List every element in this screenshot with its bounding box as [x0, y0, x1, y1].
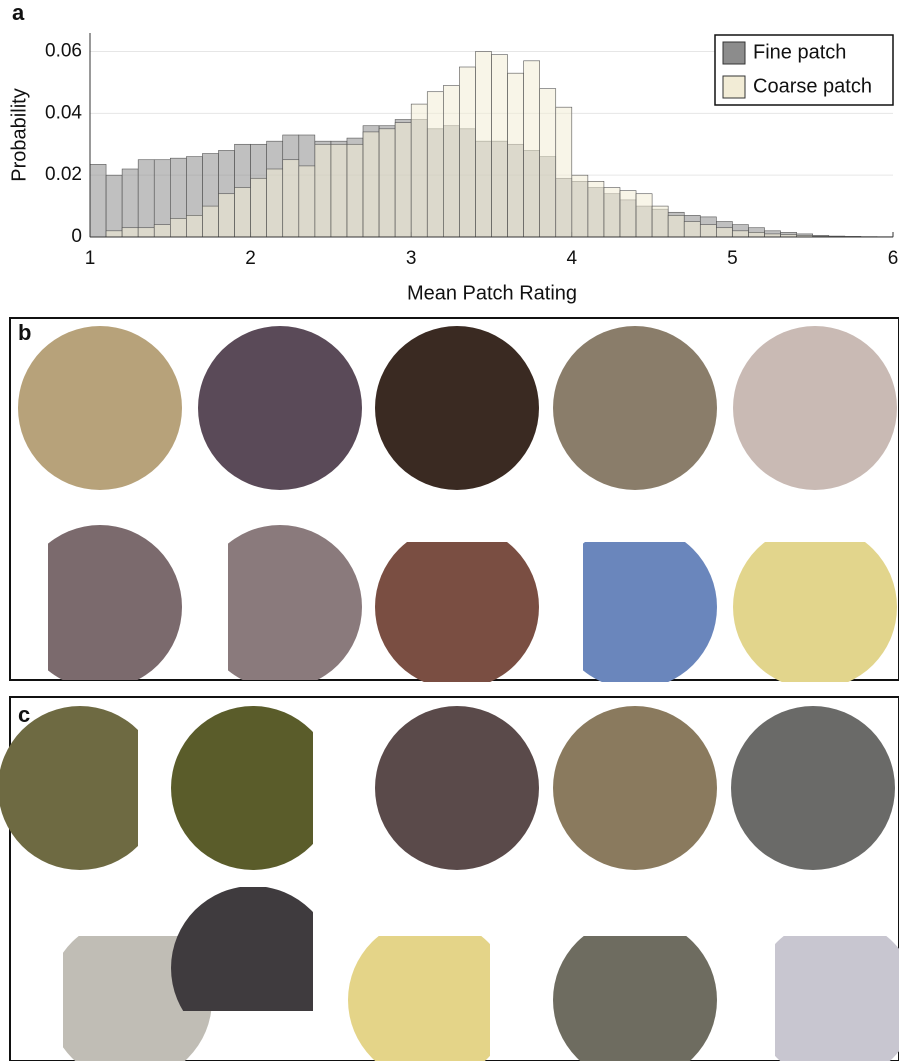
image-patch [198, 326, 362, 490]
image-patch [18, 326, 182, 490]
legend-label: Coarse patch [753, 75, 872, 97]
bar [153, 224, 171, 238]
image-patch [775, 936, 899, 1061]
image-patch [731, 706, 895, 870]
bar [619, 190, 637, 238]
bar [667, 215, 685, 238]
bar [732, 230, 749, 238]
bar [137, 159, 155, 238]
bar [716, 227, 733, 238]
bar [539, 88, 557, 238]
x-tick-label: 1 [85, 248, 96, 269]
image-patch [553, 936, 717, 1061]
bar [571, 174, 589, 238]
bar [105, 230, 123, 238]
bar [683, 221, 701, 238]
bar [635, 193, 653, 238]
panel-c-frame [9, 696, 899, 1061]
x-tick-label: 6 [888, 248, 899, 269]
image-patch [228, 525, 362, 680]
bar [699, 224, 717, 238]
bar [523, 60, 540, 238]
bar [346, 143, 364, 238]
bar [105, 174, 123, 238]
image-patch [553, 326, 717, 490]
bar [266, 168, 284, 238]
image-patch [375, 706, 539, 870]
bar [491, 54, 508, 238]
bar [250, 177, 267, 238]
image-patch [171, 706, 313, 870]
bar [426, 91, 444, 238]
bar [330, 143, 348, 238]
image-patch [733, 542, 897, 682]
panel-label: c [18, 702, 30, 727]
bar [137, 227, 155, 238]
x-tick-label: 2 [245, 248, 256, 269]
image-patch [553, 706, 717, 870]
bar [748, 232, 765, 238]
bar [282, 159, 300, 238]
bar [410, 103, 428, 238]
bar [443, 85, 460, 238]
bar [314, 143, 332, 238]
x-tick-label: 5 [727, 248, 738, 269]
bar [603, 187, 621, 238]
image-patch [733, 326, 897, 490]
y-tick-label: 0.02 [45, 164, 82, 185]
image-patch [48, 525, 182, 680]
legend-swatch [722, 41, 746, 65]
legend-swatch [722, 75, 746, 99]
x-axis-label: Mean Patch Rating [407, 282, 577, 304]
bar [170, 218, 187, 238]
bar [555, 106, 573, 238]
bar [121, 168, 139, 238]
image-patch [375, 326, 539, 490]
panel-label: a [12, 0, 25, 25]
bar [186, 215, 203, 238]
x-tick-label: 4 [567, 248, 578, 269]
bar [298, 165, 316, 238]
bar [362, 131, 380, 238]
panel-label: b [18, 320, 31, 345]
image-patch [171, 887, 313, 1011]
bar [475, 51, 492, 238]
bar [89, 164, 107, 238]
y-tick-label: 0.04 [45, 102, 82, 123]
bar [234, 187, 251, 238]
bar [202, 205, 219, 238]
bar [587, 181, 605, 238]
bar [459, 66, 476, 238]
y-tick-label: 0.06 [45, 41, 82, 62]
bar [218, 193, 235, 238]
bar [121, 227, 139, 238]
y-tick-label: 0 [71, 226, 82, 247]
image-patch [583, 542, 717, 682]
image-patch [348, 936, 490, 1061]
image-patch [375, 542, 539, 682]
legend-label: Fine patch [753, 41, 846, 63]
bar [651, 205, 669, 238]
x-tick-label: 3 [406, 248, 417, 269]
bar [378, 128, 396, 238]
bar [394, 122, 412, 238]
image-patch [0, 706, 138, 870]
bar [507, 72, 524, 238]
y-axis-label: Probability [8, 88, 30, 181]
